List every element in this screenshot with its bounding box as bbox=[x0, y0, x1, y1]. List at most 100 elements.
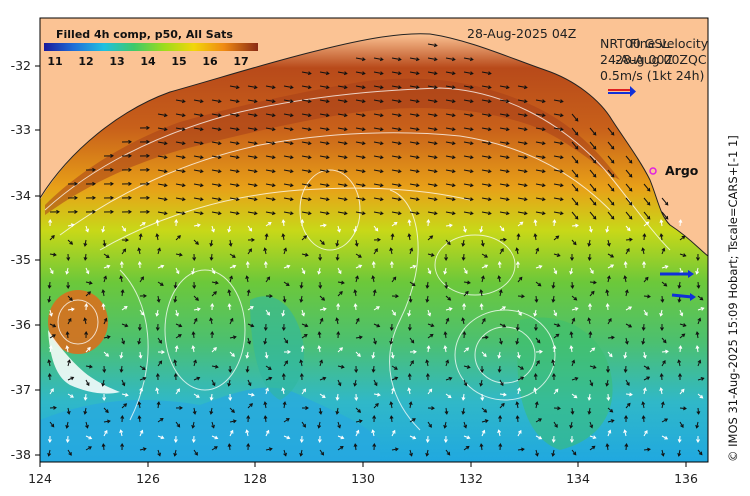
coastline bbox=[39, 33, 709, 257]
velocity-arrow-head bbox=[574, 215, 579, 220]
velocity-arrow bbox=[193, 183, 203, 187]
velocity-arrow-head bbox=[465, 445, 470, 450]
velocity-arrow bbox=[265, 127, 275, 131]
velocity-arrow bbox=[535, 360, 540, 367]
velocity-arrow-head bbox=[487, 169, 492, 174]
velocity-arrow bbox=[247, 323, 254, 327]
velocity-arrow bbox=[463, 197, 473, 201]
velocity-arrow bbox=[264, 415, 267, 423]
velocity-arrow bbox=[246, 276, 249, 283]
velocity-arrow-head bbox=[53, 405, 57, 410]
velocity-arrow-head bbox=[607, 429, 612, 434]
velocity-arrow-head bbox=[74, 209, 78, 214]
velocity-arrow bbox=[373, 290, 376, 297]
velocity-arrow bbox=[193, 155, 203, 159]
velocity-arrow-head bbox=[410, 339, 415, 344]
velocity-arrow bbox=[643, 351, 646, 358]
x-tick-label: 134 bbox=[566, 471, 590, 486]
velocity-arrow bbox=[553, 333, 560, 339]
velocity-arrow-head bbox=[119, 368, 124, 373]
velocity-arrow-head bbox=[361, 211, 366, 216]
velocity-arrow bbox=[427, 169, 437, 173]
velocity-arrow-head bbox=[289, 169, 294, 174]
velocity-arrow bbox=[66, 421, 69, 428]
velocity-arrow-head bbox=[146, 167, 150, 172]
velocity-arrow bbox=[463, 141, 473, 145]
plot-area bbox=[40, 18, 708, 462]
velocity-arrow-head bbox=[397, 155, 402, 160]
velocity-arrow bbox=[337, 183, 347, 187]
velocity-arrow-head bbox=[610, 254, 615, 258]
velocity-arrow-head bbox=[155, 373, 160, 377]
velocity-arrow-head bbox=[554, 388, 559, 393]
velocity-arrow bbox=[211, 225, 215, 232]
velocity-arrow bbox=[409, 418, 416, 423]
velocity-arrow bbox=[570, 345, 573, 353]
velocity-arrow bbox=[229, 127, 239, 131]
argo-marker[interactable]: Argo bbox=[649, 163, 699, 178]
velocity-arrow bbox=[84, 253, 87, 261]
colorbar-tick-label: 13 bbox=[109, 55, 124, 68]
velocity-arrow-head bbox=[248, 248, 252, 253]
cool-water-patch bbox=[40, 387, 380, 462]
velocity-arrow-head bbox=[209, 397, 214, 401]
velocity-arrow bbox=[553, 235, 559, 241]
velocity-arrow-head bbox=[502, 392, 507, 397]
velocity-arrow-head bbox=[443, 270, 448, 275]
velocity-arrow-head bbox=[47, 373, 52, 377]
velocity-arrow bbox=[229, 318, 234, 325]
velocity-arrow bbox=[355, 318, 360, 325]
velocity-arrow-head bbox=[444, 257, 449, 261]
velocity-arrow bbox=[607, 239, 610, 246]
velocity-arrow-head bbox=[361, 183, 366, 188]
velocity-arrow bbox=[625, 183, 633, 192]
velocity-arrow bbox=[283, 155, 293, 159]
velocity-arrow bbox=[67, 295, 73, 301]
velocity-arrow bbox=[606, 303, 609, 311]
velocity-arrow-head bbox=[253, 99, 258, 104]
velocity-arrow-head bbox=[211, 424, 215, 429]
velocity-arrow bbox=[499, 141, 509, 145]
velocity-arrow bbox=[391, 377, 398, 381]
velocity-arrow-head bbox=[335, 242, 340, 247]
velocity-arrow-head bbox=[283, 247, 288, 252]
velocity-arrow-head bbox=[515, 340, 520, 345]
velocity-arrow bbox=[499, 155, 509, 159]
velocity-arrow-head bbox=[534, 299, 539, 303]
velocity-arrow-head bbox=[371, 369, 376, 373]
velocity-arrow bbox=[49, 323, 56, 328]
y-tick-label: -32 bbox=[11, 58, 31, 73]
velocity-arrow-head bbox=[120, 443, 125, 447]
velocity-arrow bbox=[463, 71, 473, 75]
velocity-arrow-head bbox=[463, 382, 468, 387]
velocity-arrow bbox=[228, 290, 231, 297]
velocity-arrow-head bbox=[361, 85, 366, 90]
velocity-arrow-head bbox=[173, 298, 178, 303]
velocity-arrow-head bbox=[209, 257, 214, 261]
velocity-arrow bbox=[480, 379, 483, 386]
velocity-arrow bbox=[121, 225, 126, 232]
velocity-arrow-head bbox=[533, 219, 538, 224]
velocity-arrow bbox=[85, 281, 92, 284]
velocity-arrow bbox=[228, 379, 231, 386]
velocity-arrow-head bbox=[325, 141, 330, 146]
velocity-arrow-head bbox=[340, 280, 345, 285]
velocity-arrow-head bbox=[271, 113, 276, 118]
velocity-arrow bbox=[660, 233, 663, 241]
velocity-arrow bbox=[229, 211, 239, 215]
velocity-arrow-head bbox=[119, 354, 124, 359]
velocity-arrow-head bbox=[697, 359, 702, 364]
velocity-arrow-head bbox=[283, 452, 287, 457]
velocity-arrow bbox=[319, 71, 329, 75]
velocity-arrow-head bbox=[610, 187, 615, 192]
velocity-arrow bbox=[607, 169, 615, 178]
velocity-arrow-head bbox=[484, 264, 489, 269]
velocity-arrow bbox=[625, 248, 630, 255]
velocity-arrow-head bbox=[253, 183, 258, 188]
velocity-arrow-head bbox=[500, 227, 505, 232]
velocity-arrow-head bbox=[433, 169, 438, 174]
velocity-arrow-head bbox=[641, 415, 646, 419]
velocity-arrow bbox=[319, 211, 329, 215]
velocity-arrow-head bbox=[391, 429, 396, 434]
velocity-arrow bbox=[67, 239, 73, 245]
